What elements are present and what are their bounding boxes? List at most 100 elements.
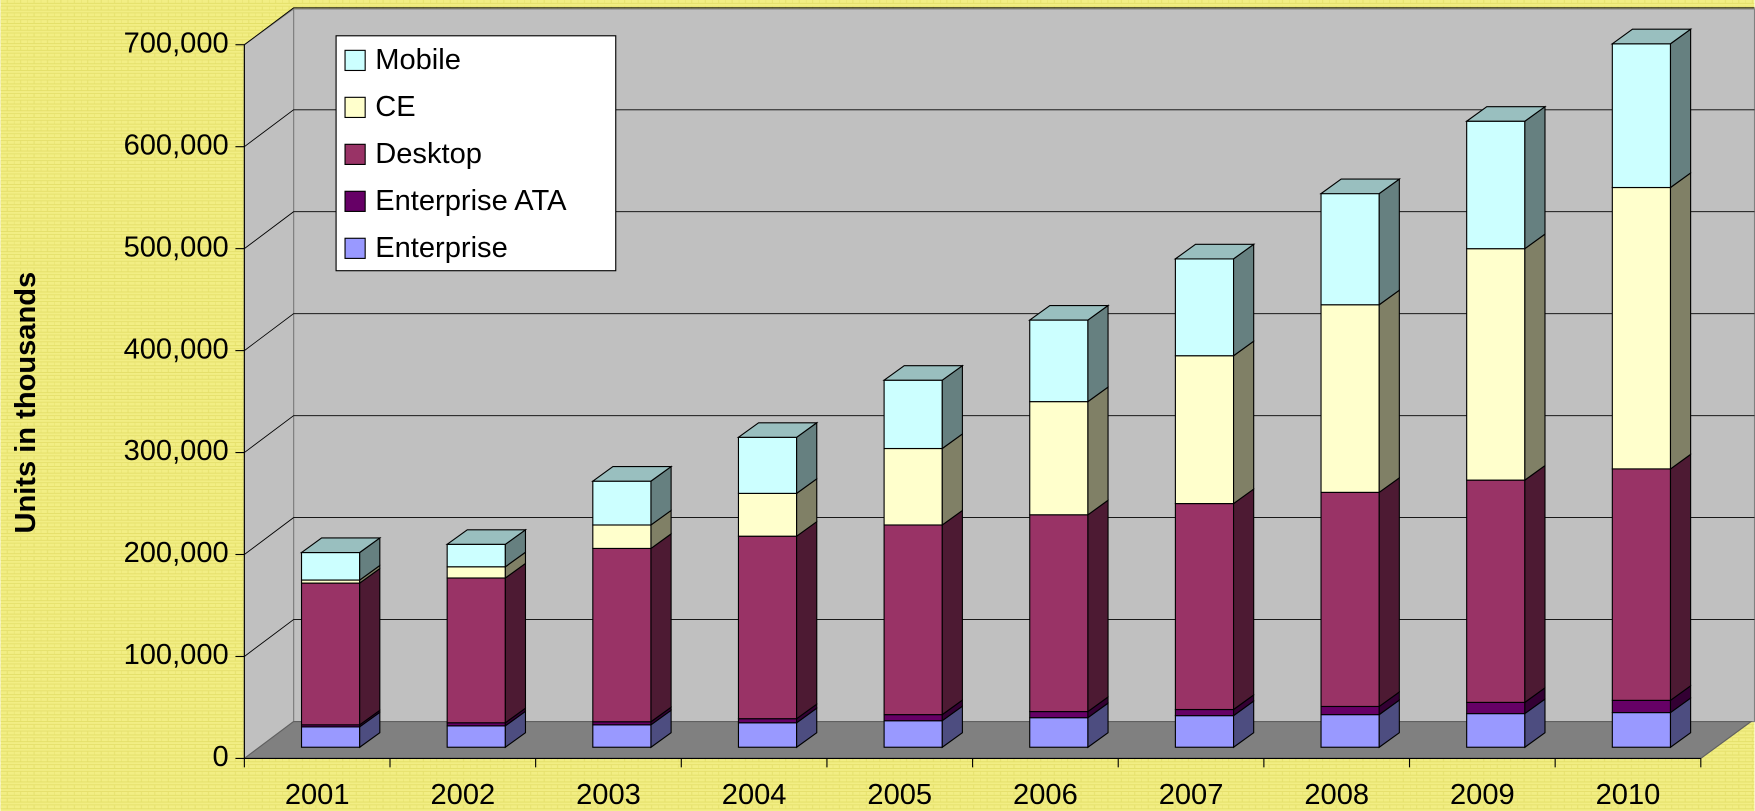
grid-line [244,7,1755,46]
bar-segment [737,436,798,494]
bar-side [1087,385,1109,516]
legend-swatch [344,49,366,72]
grid-line [244,517,1755,555]
x-tick-label: 2004 [722,779,787,811]
bar-segment [1029,319,1089,403]
grid-line [244,211,1755,250]
bar-segment [592,547,652,723]
bar-side [1232,340,1255,505]
bar-segment [883,379,943,450]
bar-segment [1174,715,1235,748]
bar-segment [1320,304,1380,493]
bar-side [1087,304,1109,403]
bar-side [796,520,818,720]
bar-top [882,365,965,381]
bar-segment [1174,258,1235,357]
bar-side [1669,28,1692,189]
legend-swatch [344,143,366,165]
bar-side [941,432,963,527]
bar-side [1087,499,1109,713]
y-axis-title: Units in thousands [10,272,42,534]
bar-segment [883,714,943,722]
bar-segment [1029,401,1089,516]
bar-segment [883,524,943,716]
y-tick-label: 0 [213,741,229,773]
bar-top [591,466,673,482]
bar-side [1378,289,1400,494]
bar-segment [446,577,506,724]
bar-segment [592,480,652,526]
bar-segment [1029,710,1089,719]
y-tick-label: 100,000 [124,639,229,671]
bar-segment [1611,468,1672,701]
side-wall [243,7,295,760]
bar-segment [592,724,652,748]
x-tick-label: 2008 [1304,779,1369,811]
bar-side [1524,105,1546,250]
bar-segment [1320,705,1380,716]
legend-label: Enterprise ATA [375,185,567,217]
bar-segment [1611,712,1672,748]
bar-segment [1029,514,1089,713]
bar-segment [1466,248,1526,481]
bar-segment [1174,355,1235,505]
bar-top [1464,106,1547,122]
bar-segment [1466,120,1526,250]
x-tick-label: 2002 [430,779,495,811]
bar-side [1378,476,1400,708]
y-tick-label: 700,000 [124,27,229,59]
bar-segment [592,524,652,549]
grid-line [244,415,1755,453]
bar-segment [300,551,361,581]
bar-top [1028,304,1110,321]
bar-segment [1174,503,1235,711]
grid-line [244,313,1755,351]
legend-swatch [344,237,366,259]
bar-side [1669,453,1692,702]
y-tick-label: 500,000 [124,231,229,263]
bar-segment [1466,701,1526,715]
bar-segment [737,718,798,724]
bar-segment [1611,43,1672,189]
bar-segment [300,582,361,726]
legend-label: Mobile [375,44,461,76]
bar-side [1232,487,1255,711]
bar-segment [446,543,506,568]
y-tick-label: 400,000 [124,333,229,365]
bar-side [1524,464,1546,704]
bar-segment [1320,193,1380,306]
bar-segment [1466,713,1526,748]
bar-top [445,529,528,545]
bar-segment [883,720,943,748]
bar-segment [300,726,361,748]
x-tick-label: 2006 [1013,779,1078,811]
bar-segment [1174,708,1235,717]
bar-side [1378,177,1400,306]
legend-label: CE [375,91,415,123]
x-tick-label: 2007 [1159,779,1224,811]
bar-side [359,567,381,726]
bar-segment [737,722,798,748]
bar-top [736,422,819,438]
bar-side [1232,243,1255,357]
bar-top [1319,178,1402,195]
x-tick-label: 2009 [1450,779,1515,811]
bar-segment [1320,714,1380,748]
bar-side [941,509,963,716]
bar-top [299,537,382,554]
bar-segment [446,725,506,748]
bar-top [1173,243,1256,260]
bar-segment [883,447,943,526]
legend-label: Desktop [375,138,482,170]
bar-top [1610,28,1693,45]
bar-segment [737,492,798,537]
legend-box [335,35,617,272]
bar-side [1524,233,1546,482]
bar-segment [737,535,798,720]
bar-side [1669,171,1692,470]
x-tick-label: 2005 [867,779,932,811]
bar-side [504,562,527,724]
x-tick-label: 2001 [285,779,350,811]
